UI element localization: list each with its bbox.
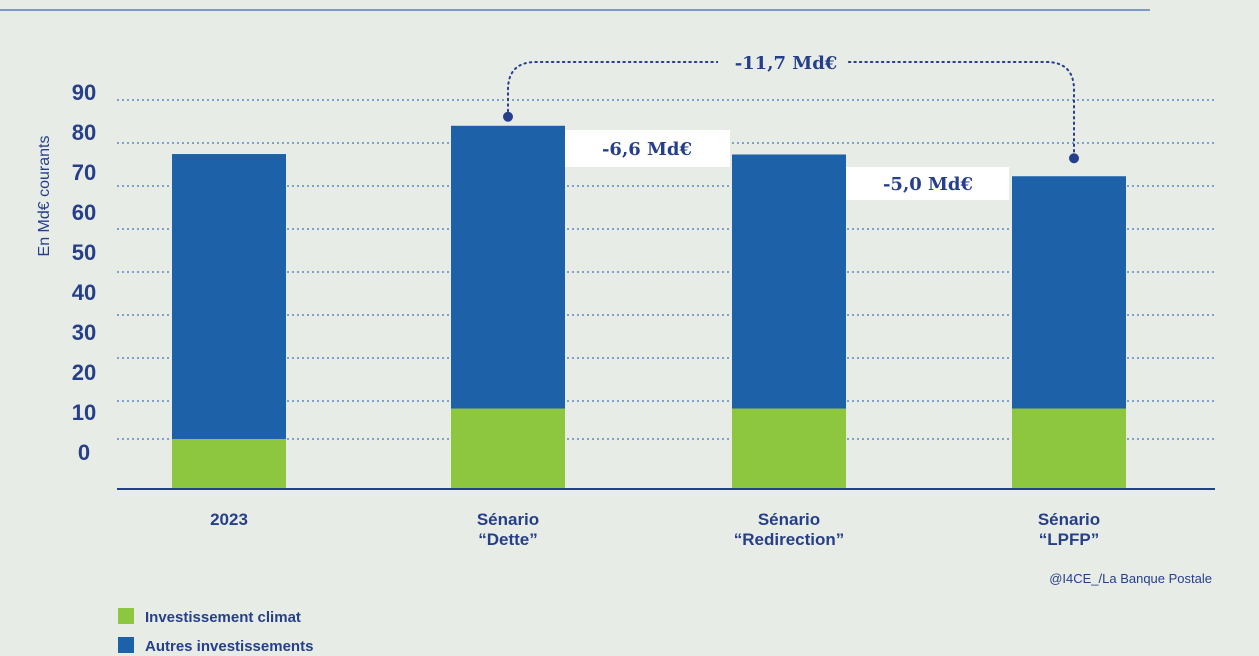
y-tick-label: 40 <box>72 280 96 305</box>
y-tick-label: 20 <box>72 360 96 385</box>
bars <box>172 125 1126 489</box>
x-tick-label: Sénario “LPFP” <box>1038 510 1100 549</box>
bar-autres <box>1012 176 1126 409</box>
annotation-bg <box>718 46 848 78</box>
annotation-box <box>565 130 730 167</box>
y-tick-label: 80 <box>72 120 96 145</box>
annotations: -11,7 Md€ -6,6 Md€ -5,0 Md€ <box>503 46 1079 200</box>
annotation-total-diff: -11,7 Md€ <box>735 53 838 74</box>
y-tick-label: 50 <box>72 240 96 265</box>
y-tick-label: 10 <box>72 400 96 425</box>
legend-label: Autres investissements <box>145 638 313 655</box>
bar-autres <box>732 154 846 409</box>
x-tick-label: Sénario “Redirection” <box>734 510 845 549</box>
y-tick-label: 70 <box>72 160 96 185</box>
legend-swatch <box>118 608 134 624</box>
y-axis-label: En Md€ courants <box>36 136 53 257</box>
annotation-step-diff: -6,6 Md€ <box>602 139 692 160</box>
legend-label: Investissement climat <box>145 609 301 626</box>
annotation-box <box>846 167 1009 200</box>
y-tick-label: 60 <box>72 200 96 225</box>
bar-climat <box>172 438 286 489</box>
y-tick-label: 30 <box>72 320 96 345</box>
source-note: @I4CE_/La Banque Postale <box>1049 571 1212 586</box>
y-tick-label: 90 <box>72 80 96 105</box>
bar-autres <box>172 154 286 439</box>
y-axis-ticks: 90 80 70 60 50 40 30 20 10 0 <box>72 80 96 465</box>
bar-climat <box>451 408 565 489</box>
x-tick-label: Sénario “Dette” <box>477 510 539 549</box>
y-tick-label: 0 <box>78 440 90 465</box>
annotation-step-diff: -5,0 Md€ <box>883 174 973 195</box>
legend: Investissement climat Autres investisseme… <box>118 608 313 655</box>
bracket-dot <box>503 111 513 122</box>
x-axis-ticks: 2023 Sénario “Dette” Sénario “Redirection” Sé… <box>210 510 1100 549</box>
bar-autres <box>451 125 565 409</box>
x-tick-label: 2023 <box>210 510 248 529</box>
bar-climat <box>732 408 846 489</box>
legend-swatch <box>118 637 134 653</box>
bracket-dot <box>1069 153 1079 164</box>
bar-climat <box>1012 408 1126 489</box>
